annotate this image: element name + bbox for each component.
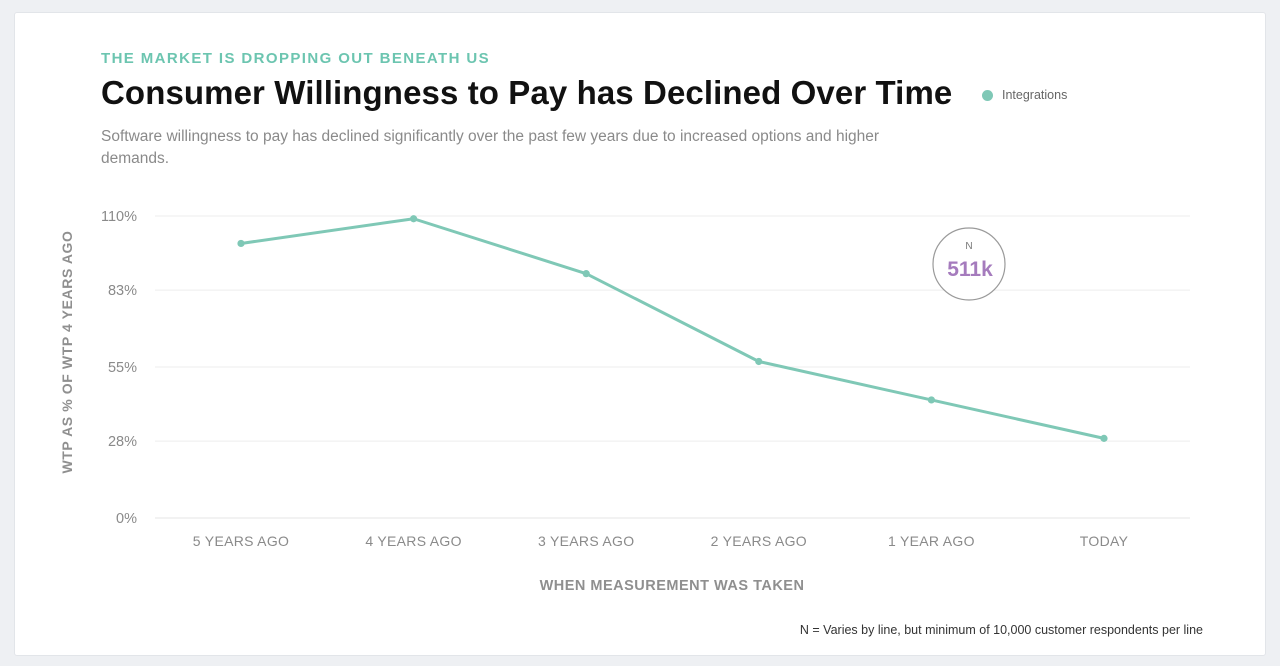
gridlines (155, 215, 1190, 519)
chart-card (14, 12, 1266, 656)
y-tick-label: 0% (116, 511, 137, 527)
x-tick-label: 1 YEAR AGO (888, 533, 975, 549)
y-axis-label: WTP AS % OF WTP 4 YEARS AGO (59, 230, 75, 473)
x-axis-ticks: 5 YEARS AGO 4 YEARS AGO 3 YEARS AGO 2 YEARS… (193, 533, 1129, 549)
legend-label-integrations: Integrations (1002, 88, 1068, 102)
series-line (239, 217, 1106, 440)
chart-title: Consumer Willingness to Pay has Declined… (101, 74, 953, 111)
data-point[interactable] (237, 239, 245, 248)
series-integrations (237, 215, 1108, 442)
y-tick-label: 83% (108, 283, 137, 299)
data-point[interactable] (755, 357, 763, 366)
y-tick-label: 55% (108, 360, 137, 376)
x-axis-label: WHEN MEASUREMENT WAS TAKEN (540, 578, 805, 594)
x-tick-label: 5 YEARS AGO (193, 533, 289, 549)
sample-size-value: 511k (947, 258, 993, 281)
footnote: N = Varies by line, but minimum of 10,00… (799, 623, 1203, 637)
data-point[interactable] (927, 396, 936, 404)
x-tick-label: TODAY (1080, 533, 1129, 549)
sample-size-label: N (965, 241, 972, 252)
y-axis-ticks: 0% 28% 55% 83% 110% (101, 209, 137, 527)
chart-eyebrow: THE MARKET IS DROPPING OUT BENEATH US (101, 50, 491, 67)
x-tick-label: 3 YEARS AGO (538, 533, 634, 549)
x-tick-label: 4 YEARS AGO (365, 533, 461, 549)
y-tick-label: 28% (108, 434, 137, 450)
data-point[interactable] (582, 270, 590, 278)
y-tick-label: 110% (101, 209, 137, 225)
x-tick-label: 2 YEARS AGO (711, 533, 807, 549)
sample-size-circle (932, 227, 1006, 301)
sample-size-badge: N 511k (932, 227, 1006, 301)
legend-dot-integrations (982, 89, 993, 101)
data-point[interactable] (1100, 434, 1108, 442)
data-point[interactable] (410, 215, 418, 223)
chart-legend: Integrations (982, 88, 1067, 102)
chart-subtitle: Software willingness to pay has declined… (101, 128, 880, 167)
